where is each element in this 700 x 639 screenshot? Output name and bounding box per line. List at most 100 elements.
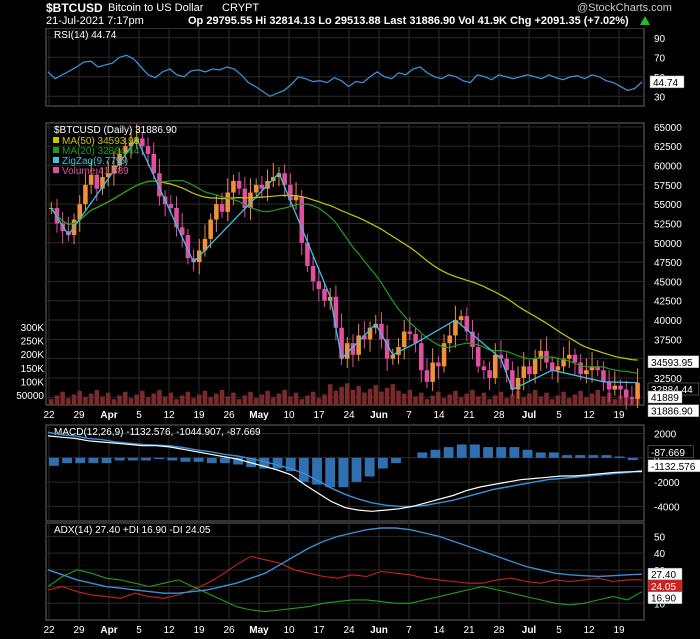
adx-legend: ADX(14) 27.40 +DI 16.90 -DI 24.05 bbox=[54, 525, 211, 536]
last-price-tag-box bbox=[647, 404, 700, 417]
price-tick-label: 47500 bbox=[654, 258, 682, 269]
volume-bar bbox=[88, 393, 94, 405]
macd-histogram-bar bbox=[259, 457, 270, 469]
macd-histogram-bar bbox=[456, 444, 467, 458]
volume-bar bbox=[151, 393, 157, 405]
volume-value-tag-box bbox=[647, 390, 683, 404]
candle-body bbox=[316, 281, 322, 290]
candle-body bbox=[157, 173, 162, 197]
adx-panel bbox=[45, 522, 645, 621]
candle-body bbox=[419, 343, 424, 371]
candle-body bbox=[236, 180, 242, 189]
volume-bar bbox=[595, 389, 601, 405]
volume-bar bbox=[259, 394, 265, 405]
macd-histogram-bar bbox=[443, 447, 454, 458]
volume-bar bbox=[49, 399, 54, 405]
volume-bar bbox=[487, 399, 492, 405]
candle-body bbox=[88, 174, 94, 185]
macd-histogram-bar bbox=[377, 457, 388, 469]
candle-body bbox=[396, 347, 401, 355]
volume-bar bbox=[100, 396, 105, 405]
macd-histogram-bar bbox=[483, 447, 493, 458]
date-axis-label: 7 bbox=[406, 410, 412, 421]
volume-bar bbox=[236, 399, 242, 405]
exchange-label: CRYPT bbox=[222, 2, 260, 14]
volume-bar bbox=[128, 398, 134, 405]
macd-histogram-bar bbox=[522, 449, 533, 458]
bottom-date-axis-label: Jul bbox=[522, 625, 537, 636]
bottom-date-axis-label: 29 bbox=[73, 625, 85, 636]
candle-body bbox=[168, 204, 174, 208]
macd-histogram-bar bbox=[627, 457, 638, 461]
candle-body bbox=[111, 165, 117, 174]
macd-histogram-bar bbox=[62, 457, 73, 464]
rsi-last-value-tag: 44.74 bbox=[653, 78, 678, 89]
macd-tick-label: -2000 bbox=[654, 478, 680, 489]
candle-body bbox=[538, 350, 544, 359]
macd-hist-tag-box bbox=[647, 445, 694, 459]
price-tick-label: 60000 bbox=[654, 161, 682, 172]
volume-bar bbox=[60, 391, 65, 405]
macd-histogram-bar bbox=[312, 457, 322, 485]
macd-histogram-bar bbox=[114, 457, 125, 461]
date-axis-label: 26 bbox=[223, 410, 235, 421]
price-tick-label: 45000 bbox=[654, 277, 682, 288]
candle-body bbox=[589, 366, 595, 371]
rsi-tick-label: 70 bbox=[654, 53, 666, 64]
volume-bar bbox=[208, 397, 213, 405]
volume-bar bbox=[305, 395, 310, 405]
volume-bar bbox=[447, 394, 453, 405]
macd-histogram-bar bbox=[272, 457, 283, 469]
candle-body bbox=[407, 331, 413, 334]
volume-bar bbox=[390, 384, 396, 405]
candle-body bbox=[253, 184, 259, 193]
rsi-panel bbox=[45, 27, 645, 107]
price-tick-label: 52500 bbox=[654, 219, 682, 230]
adx-tick-label: 50 bbox=[654, 532, 666, 543]
volume-bar bbox=[612, 399, 618, 405]
zigzag-line bbox=[50, 137, 638, 391]
volume-bar bbox=[299, 399, 305, 405]
date-axis-label: 28 bbox=[493, 410, 505, 421]
legend-label: Volume 41,889 bbox=[62, 166, 129, 177]
volume-bar bbox=[345, 383, 350, 405]
volume-bar bbox=[521, 397, 527, 405]
candle-body bbox=[259, 184, 265, 189]
macd-histogram-bar bbox=[101, 457, 112, 464]
volume-bar bbox=[589, 393, 595, 405]
ma50-value-tag-box bbox=[647, 355, 700, 369]
macd-histogram-bar bbox=[220, 457, 230, 464]
legend-swatch bbox=[53, 157, 59, 163]
adx-value-tag: 27.40 bbox=[651, 570, 676, 581]
price-tick-label: 62500 bbox=[654, 142, 682, 153]
date-axis-label: 19 bbox=[613, 410, 625, 421]
adx-line bbox=[47, 527, 643, 594]
volume-bar bbox=[71, 394, 77, 405]
candle-body bbox=[305, 242, 310, 266]
volume-bar bbox=[481, 392, 487, 405]
candle-body bbox=[549, 362, 555, 371]
volume-bar bbox=[316, 398, 322, 405]
macd-histogram-bar bbox=[49, 457, 59, 466]
volume-bar bbox=[66, 398, 71, 405]
candle-body bbox=[481, 366, 487, 371]
plus-di-value-tag-box bbox=[647, 591, 683, 604]
candle-body bbox=[458, 316, 464, 321]
symbol-title: $BTCUSD bbox=[46, 1, 103, 15]
macd-legend: MACD(12,26,9) -1132.576, -1044.907, -87.… bbox=[54, 427, 261, 438]
ma50-value-tag: 34593.95 bbox=[651, 358, 693, 369]
candle-body bbox=[123, 146, 128, 154]
macd-line bbox=[47, 435, 643, 512]
volume-bar bbox=[419, 392, 424, 405]
bottom-date-axis-label: Jun bbox=[370, 625, 388, 636]
date-axis-label: 22 bbox=[43, 410, 55, 421]
legend-label: MA(50) 34593.95 bbox=[62, 136, 140, 147]
volume-bar bbox=[362, 392, 367, 405]
volume-bar bbox=[83, 397, 88, 405]
candle-body bbox=[333, 296, 339, 328]
candle-body bbox=[356, 335, 361, 355]
date-axis-label: Apr bbox=[100, 410, 117, 421]
volume-bar bbox=[538, 396, 544, 405]
price-tick-label: 37500 bbox=[654, 335, 682, 346]
volume-bar bbox=[219, 389, 225, 405]
